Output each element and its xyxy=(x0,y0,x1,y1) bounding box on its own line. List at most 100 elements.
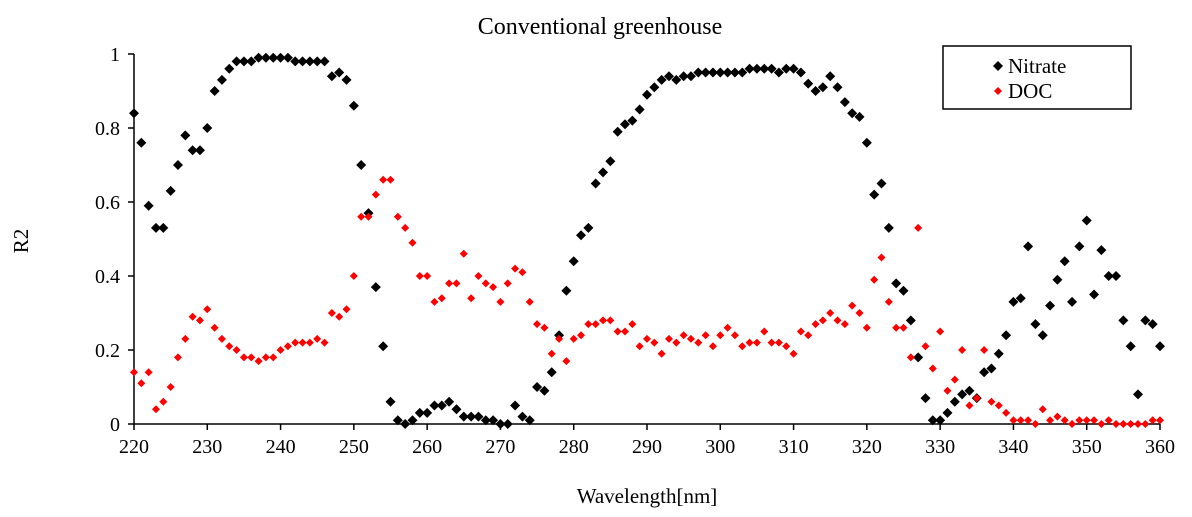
data-point-nitrate xyxy=(795,67,806,78)
data-point-nitrate xyxy=(502,419,513,429)
data-point-doc xyxy=(1002,408,1011,417)
data-point-nitrate xyxy=(253,52,264,63)
data-point-nitrate xyxy=(1125,341,1136,352)
data-point-nitrate xyxy=(1111,271,1122,281)
data-point-nitrate xyxy=(334,67,345,78)
data-point-doc xyxy=(401,223,410,232)
data-point-nitrate xyxy=(935,415,946,426)
data-point-doc xyxy=(716,331,725,340)
data-point-nitrate xyxy=(612,126,623,137)
data-point-doc xyxy=(950,375,959,384)
y-tick-label: 0 xyxy=(110,414,120,436)
data-point-doc xyxy=(774,338,783,347)
data-point-doc xyxy=(1156,416,1164,425)
data-point-doc xyxy=(562,357,571,366)
data-point-nitrate xyxy=(1023,241,1034,252)
x-tick-label: 310 xyxy=(779,436,809,458)
data-point-doc xyxy=(533,320,542,329)
data-point-nitrate xyxy=(312,56,323,67)
data-point-nitrate xyxy=(810,86,821,96)
data-point-doc xyxy=(430,297,439,306)
data-point-nitrate xyxy=(524,415,535,426)
data-point-nitrate xyxy=(1103,271,1114,281)
data-point-nitrate xyxy=(957,389,968,400)
data-point-nitrate xyxy=(583,222,594,233)
data-point-doc xyxy=(818,316,827,325)
data-point-nitrate xyxy=(488,415,499,426)
data-point-nitrate xyxy=(620,119,631,130)
data-point-doc xyxy=(452,279,461,288)
data-point-doc xyxy=(1090,416,1099,425)
data-point-doc xyxy=(936,327,945,336)
data-point-nitrate xyxy=(678,71,689,82)
data-point-nitrate xyxy=(649,82,660,93)
data-point-doc xyxy=(518,268,527,277)
data-point-nitrate xyxy=(1037,330,1048,341)
data-point-nitrate xyxy=(642,89,652,100)
data-point-nitrate xyxy=(356,160,367,170)
data-point-doc xyxy=(877,253,886,262)
legend-marker-nitrate xyxy=(993,61,1003,71)
data-point-nitrate xyxy=(737,67,748,78)
data-point-doc xyxy=(862,323,871,332)
data-point-doc xyxy=(210,323,219,332)
data-point-nitrate xyxy=(532,382,543,392)
data-point-doc xyxy=(166,383,175,391)
data-point-nitrate xyxy=(979,367,990,378)
data-point-doc xyxy=(782,342,791,351)
data-point-nitrate xyxy=(1118,315,1129,326)
data-point-doc xyxy=(584,320,593,329)
data-point-doc xyxy=(811,320,820,329)
data-point-doc xyxy=(1046,416,1055,425)
x-tick-label: 300 xyxy=(705,436,735,458)
data-point-nitrate xyxy=(158,222,169,233)
data-point-doc xyxy=(650,338,659,347)
data-point-doc xyxy=(987,397,996,406)
data-point-doc xyxy=(496,297,505,306)
data-point-nitrate xyxy=(913,352,924,363)
data-point-nitrate xyxy=(663,71,674,82)
x-tick-label: 270 xyxy=(485,436,515,458)
x-axis: 220 230 240 250 260 270 280 290 300 310 320 330 340 3… xyxy=(119,423,1175,458)
data-point-doc xyxy=(144,368,153,377)
data-point-doc xyxy=(708,342,717,351)
data-point-nitrate xyxy=(722,67,733,78)
data-point-nitrate xyxy=(517,411,528,422)
data-point-doc xyxy=(247,353,256,362)
data-point-doc xyxy=(1082,416,1091,425)
y-tick-label: 0.2 xyxy=(95,340,120,362)
data-point-nitrate xyxy=(275,52,286,63)
data-point-nitrate xyxy=(1015,293,1026,304)
data-point-nitrate xyxy=(1067,296,1078,307)
data-point-nitrate xyxy=(268,52,279,63)
data-point-doc xyxy=(914,223,923,232)
data-point-doc xyxy=(965,401,974,410)
data-point-nitrate xyxy=(832,82,843,93)
data-point-nitrate xyxy=(451,404,462,415)
data-point-nitrate xyxy=(1133,389,1144,400)
data-point-doc xyxy=(921,342,930,351)
data-point-nitrate xyxy=(825,71,836,82)
data-point-nitrate xyxy=(297,56,308,67)
x-tick-label: 240 xyxy=(266,436,296,458)
data-point-nitrate xyxy=(920,393,931,404)
data-point-doc xyxy=(540,323,549,332)
data-point-doc xyxy=(928,364,937,373)
x-tick-label: 280 xyxy=(559,436,589,458)
data-point-doc xyxy=(547,349,556,358)
data-point-doc xyxy=(657,349,666,358)
data-point-nitrate xyxy=(627,115,638,126)
data-point-nitrate xyxy=(392,415,403,426)
data-point-nitrate xyxy=(187,145,198,156)
data-point-doc xyxy=(423,272,432,280)
data-point-doc xyxy=(1009,416,1018,425)
data-point-doc xyxy=(232,346,241,354)
data-point-doc xyxy=(254,357,263,366)
data-point-doc xyxy=(892,323,901,332)
data-point-doc xyxy=(1126,420,1135,428)
data-point-nitrate xyxy=(751,63,762,74)
data-point-nitrate xyxy=(1059,256,1070,267)
data-point-doc xyxy=(745,338,754,347)
data-point-nitrate xyxy=(341,74,352,85)
x-tick-label: 360 xyxy=(1145,436,1175,458)
